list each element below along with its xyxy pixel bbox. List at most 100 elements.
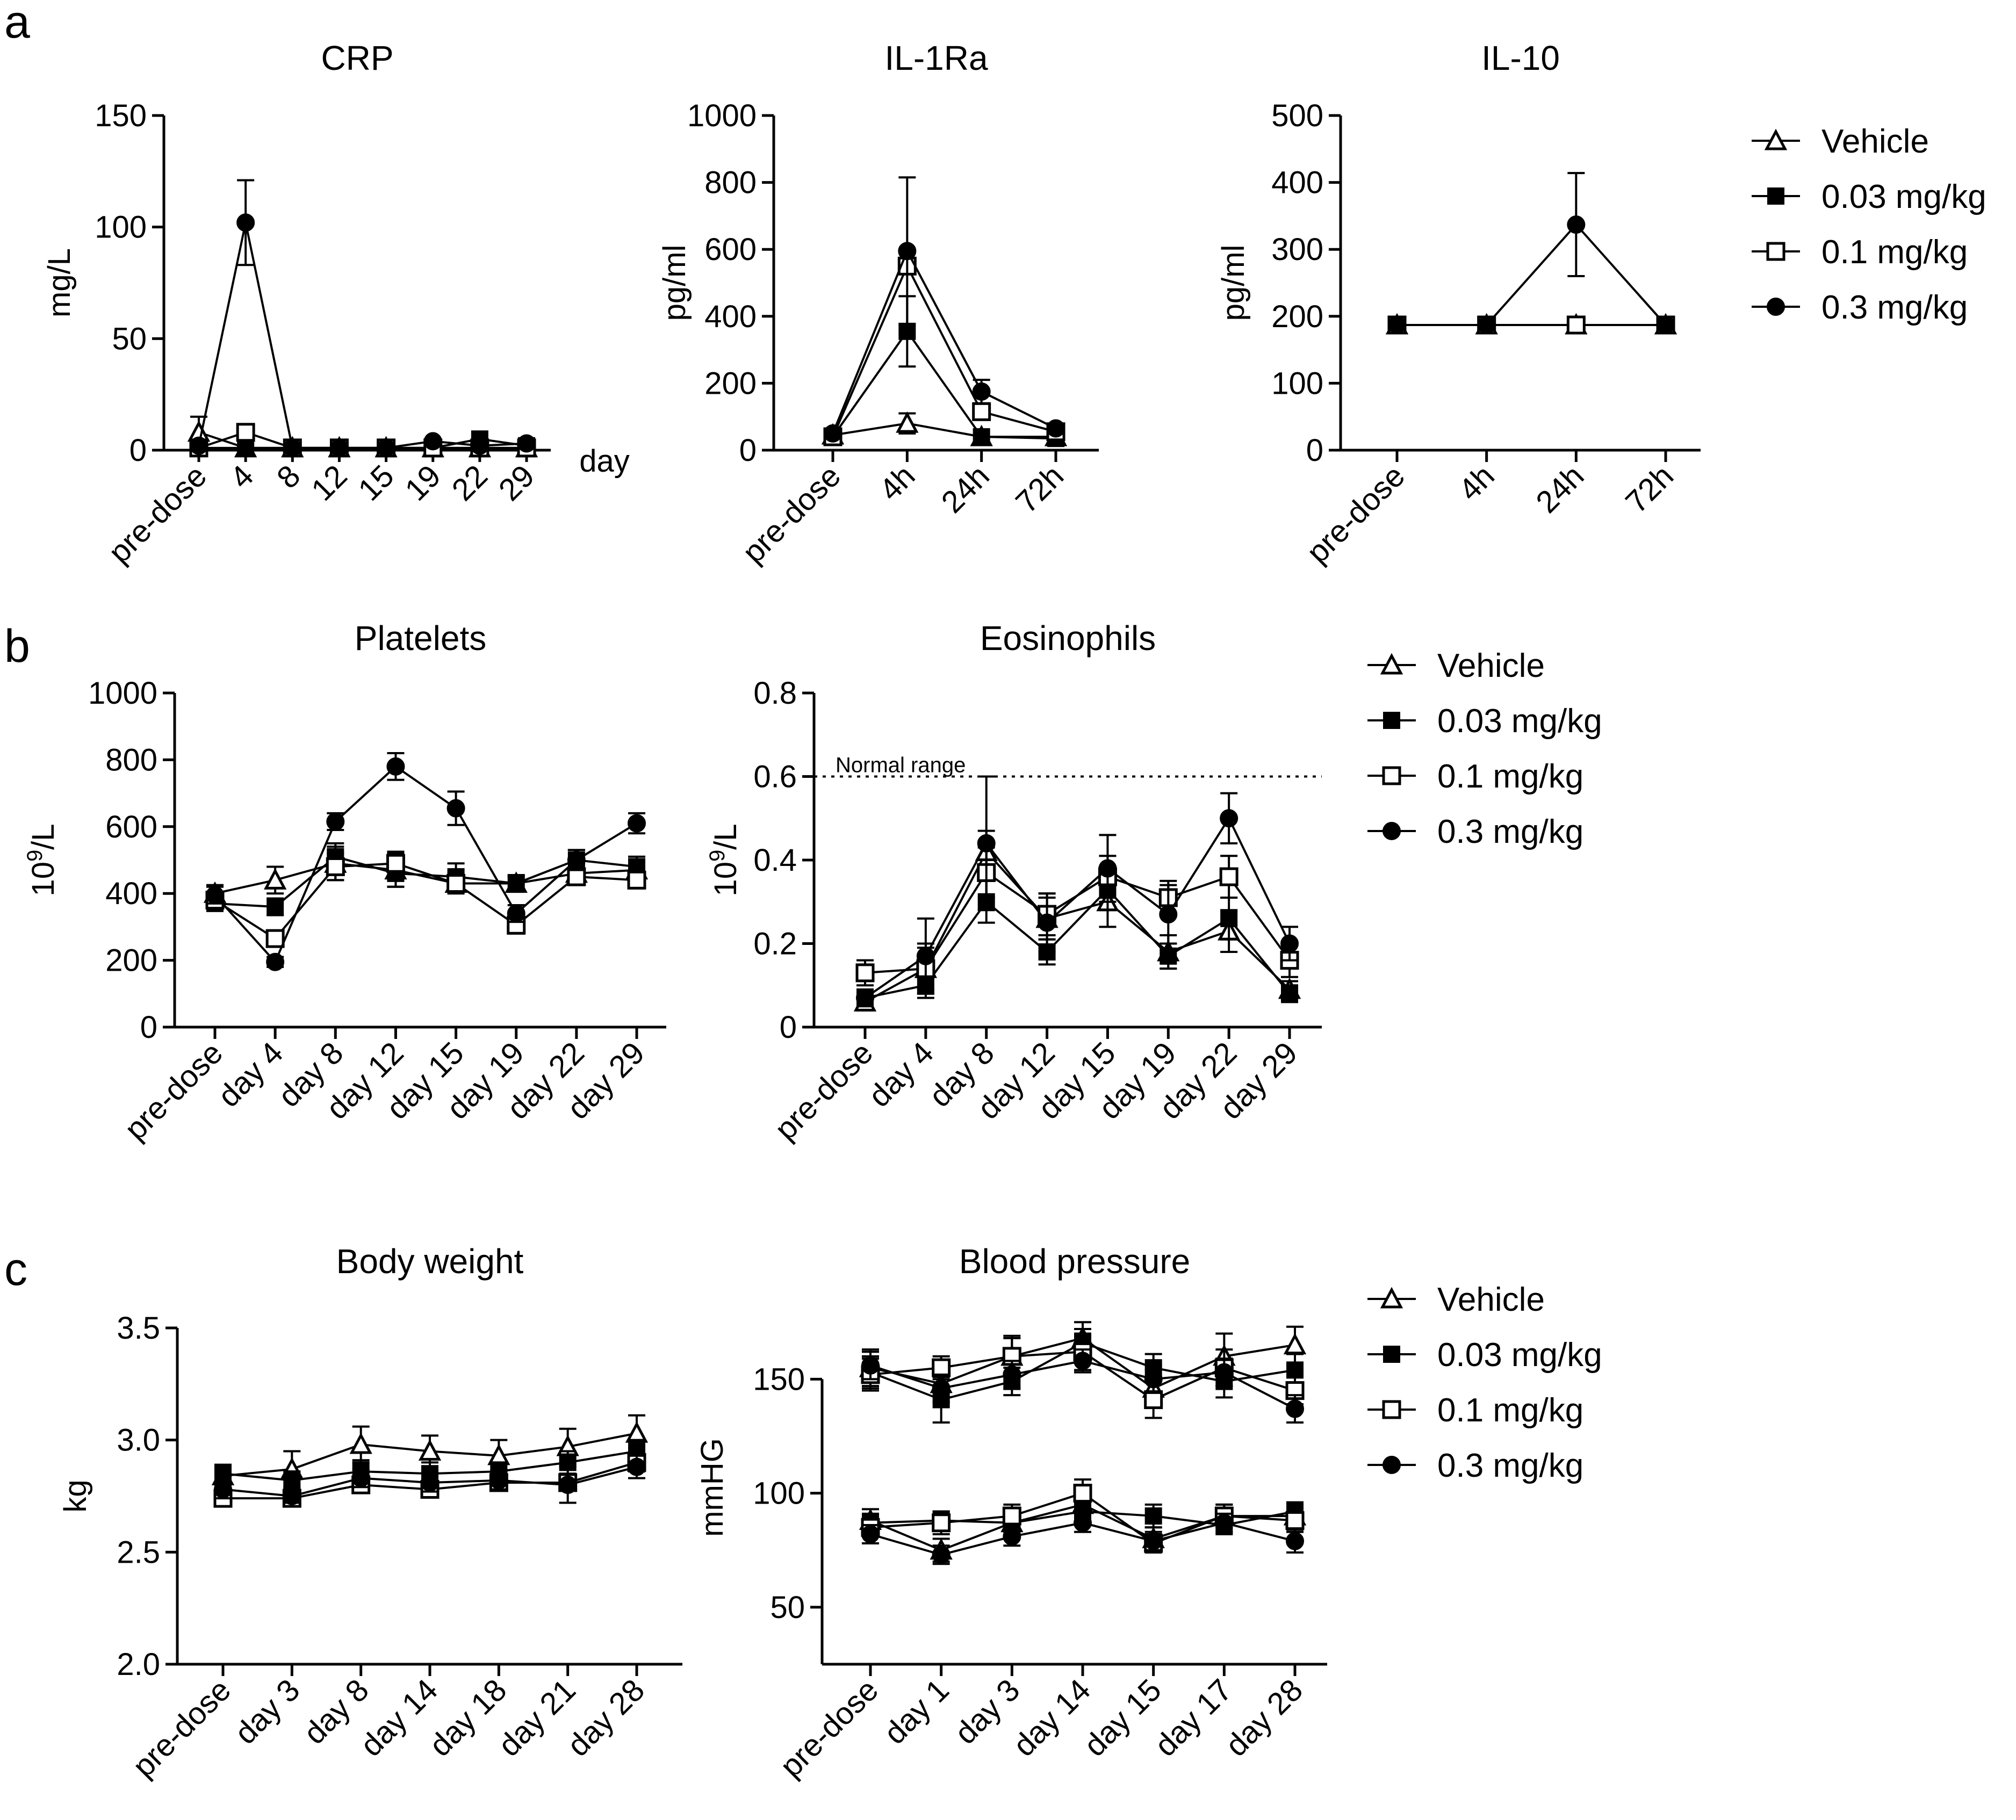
- bloodpressure-point-0-3-mg-kg-7-0: [861, 1525, 880, 1544]
- bloodpressure-point-0-1-mg-kg-2-1: [932, 1358, 951, 1377]
- bodyweight-ytick-label-0: 2.0: [117, 1647, 160, 1682]
- il10-point-0-3-mg-kg-3-3: [1657, 315, 1675, 334]
- bloodpressure-xtick-label-day-28: day 28: [1219, 1672, 1309, 1763]
- bloodpressure-point-0-3-mg-kg-7-4: [1144, 1532, 1163, 1550]
- legend-a-marker-vehicle: [1764, 128, 1788, 150]
- eosinophils-line-vehicle-0: [865, 849, 1291, 1003]
- crp-point-0-3-mg-kg-3-1: [236, 213, 255, 232]
- crp-point-0-3-mg-kg-3-5: [423, 432, 442, 451]
- crp-xtick-label-29: 29: [492, 458, 542, 508]
- crp-point-0-03-mg-kg-1-1: [237, 439, 255, 457]
- bloodpressure-point-vehicle-0-6: [1283, 1333, 1307, 1355]
- platelets-point-0-1-mg-kg-2-1: [265, 929, 285, 948]
- bloodpressure-ytick-label-1: 100: [753, 1476, 805, 1511]
- eosinophils-ytick-label-0: 0: [780, 1010, 797, 1045]
- bloodpressure-point-0-3-mg-kg-3-5: [1215, 1363, 1234, 1382]
- bodyweight-xtick-label-day-3: day 3: [228, 1672, 306, 1751]
- il1ra-ytick-label-1: 200: [704, 366, 757, 401]
- bodyweight-point-0-3-mg-kg-3-5: [558, 1476, 577, 1494]
- eosinophils-ytick-label-1: 0.2: [753, 927, 797, 962]
- legend-a-marker-0-1-mg-kg: [1766, 242, 1785, 261]
- eosinophils-series-0-3-mg-kg-3: [856, 775, 1299, 1008]
- platelets-ytick-label-0: 0: [140, 1010, 157, 1045]
- platelets-point-0-3-mg-kg-3-2: [326, 812, 345, 831]
- bodyweight-xtick-label-day-28: day 28: [560, 1672, 651, 1763]
- bloodpressure-point-0-3-mg-kg-7-3: [1074, 1513, 1092, 1532]
- il10-ytick-label-2: 200: [1271, 299, 1323, 334]
- il10-title: IL-10: [1481, 39, 1560, 77]
- il10-point-0-3-mg-kg-3-2: [1567, 215, 1586, 234]
- bloodpressure-point-0-3-mg-kg-3-0: [861, 1356, 880, 1375]
- il1ra-series-vehicle-0: [821, 411, 1068, 446]
- bloodpressure-point-0-3-mg-kg-3-4: [1144, 1370, 1163, 1389]
- bloodpressure-point-0-3-mg-kg-7-2: [1003, 1527, 1021, 1546]
- platelets-point-0-03-mg-kg-1-5: [507, 875, 525, 892]
- platelets-ytick-label-2: 400: [105, 876, 157, 911]
- crp-point-0-3-mg-kg-3-6: [470, 436, 489, 455]
- platelets-ylabel-exp: 9: [23, 850, 47, 862]
- bodyweight-point-0-3-mg-kg-3-1: [283, 1487, 301, 1505]
- legend-c: Vehicle 0.03 mg/kg 0.1 mg/kg 0.3 mg/kg: [1367, 1281, 1602, 1484]
- bloodpressure-xtick-label-day-17: day 17: [1148, 1672, 1239, 1763]
- il10-ytick-label-3: 300: [1271, 232, 1323, 267]
- bodyweight-point-0-3-mg-kg-3-0: [214, 1480, 232, 1499]
- bloodpressure-xtick-label-day-14: day 14: [1006, 1672, 1097, 1763]
- platelets-point-0-1-mg-kg-2-7: [627, 870, 646, 890]
- bloodpressure-series-0-3-mg-kg-7: [861, 1512, 1304, 1565]
- il1ra-point-0-3-mg-kg-3-2: [972, 382, 991, 401]
- eosinophils-title: Eosinophils: [980, 619, 1156, 658]
- bodyweight-ytick-label-2: 3.0: [117, 1423, 160, 1458]
- platelets-ytick-label-4: 800: [105, 742, 157, 777]
- crp-xtick-label-pre-dose: pre-dose: [102, 458, 213, 570]
- crp-xtick-label-12: 12: [305, 458, 354, 508]
- bodyweight-ylabel: kg: [58, 1479, 93, 1512]
- il10-xtick-label-24h: 24h: [1529, 458, 1590, 519]
- eosinophils-point-0-3-mg-kg-3-4: [1098, 859, 1117, 878]
- il1ra-xtick-label-4h: 4h: [873, 458, 922, 508]
- bodyweight-xtick-label-day-21: day 21: [492, 1672, 582, 1763]
- legend-c-marker-0-3-mg-kg: [1383, 1456, 1401, 1474]
- crp-xtick-label-15: 15: [351, 458, 401, 508]
- platelets-point-0-1-mg-kg-2-4: [447, 874, 466, 893]
- eosinophils-point-0-3-mg-kg-3-1: [916, 947, 935, 965]
- il1ra-ytick-label-0: 0: [739, 433, 757, 468]
- il1ra-point-0-3-mg-kg-3-0: [824, 424, 842, 443]
- platelets-ylabel-base: 10: [26, 862, 61, 897]
- chart-il10: IL-10 0 100 200 300 400 500 pre-dose 4h 24h 72h pg/…: [1216, 39, 1701, 570]
- crp-ytick-label-3: 150: [95, 98, 147, 133]
- bloodpressure-point-0-03-mg-kg-5-4: [1144, 1507, 1162, 1525]
- platelets-ytick-label-5: 1000: [88, 676, 157, 711]
- eosinophils-point-0-1-mg-kg-2-0: [855, 963, 875, 983]
- legend-a-label-0-3-mg-kg: 0.3 mg/kg: [1821, 289, 1968, 326]
- bloodpressure-point-0-3-mg-kg-7-1: [932, 1545, 951, 1564]
- eosinophils-line-0-3-mg-kg-3: [864, 816, 1291, 999]
- il10-ytick-label-5: 500: [1271, 98, 1323, 133]
- legend-c-label-0-3-mg-kg: 0.3 mg/kg: [1437, 1447, 1583, 1484]
- crp-ylabel: mg/L: [42, 248, 77, 317]
- il10-ytick-label-0: 0: [1306, 433, 1323, 468]
- platelets-point-vehicle-0-1: [263, 868, 287, 890]
- il10-xtick-label-pre-dose: pre-dose: [1300, 458, 1412, 570]
- platelets-point-0-03-mg-kg-1-1: [267, 898, 284, 916]
- bloodpressure-point-0-3-mg-kg-3-2: [1003, 1365, 1021, 1384]
- eosinophils-point-0-3-mg-kg-3-3: [1038, 913, 1056, 932]
- legend-a-marker-0-03-mg-kg: [1767, 187, 1784, 205]
- crp-xtick-label-22: 22: [445, 458, 494, 508]
- bloodpressure-xtick-label-pre-dose: pre-dose: [773, 1672, 885, 1784]
- eosinophils-reference-label: Normal range: [836, 754, 966, 777]
- il1ra-point-vehicle-0-1: [896, 411, 919, 433]
- bodyweight-point-vehicle-0-6: [625, 1421, 649, 1443]
- chart-il1ra: IL-1Ra 0 200 400 600 800 1000 pre-dose 4h 24h 72h p…: [657, 39, 1099, 570]
- legend-c-marker-0-03-mg-kg: [1383, 1346, 1400, 1363]
- bloodpressure-point-0-3-mg-kg-3-1: [932, 1379, 951, 1398]
- il1ra-line-0-1-mg-kg-2: [832, 263, 1056, 437]
- legend-a-label-vehicle: Vehicle: [1821, 123, 1929, 160]
- bloodpressure-point-0-1-mg-kg-6-3: [1073, 1484, 1092, 1503]
- il10-xtick-label-4h: 4h: [1452, 458, 1501, 508]
- il1ra-line-vehicle-0: [832, 422, 1056, 438]
- bloodpressure-point-0-1-mg-kg-6-6: [1285, 1511, 1305, 1530]
- bloodpressure-point-0-3-mg-kg-3-6: [1286, 1399, 1304, 1418]
- bodyweight-point-0-3-mg-kg-3-2: [351, 1469, 370, 1487]
